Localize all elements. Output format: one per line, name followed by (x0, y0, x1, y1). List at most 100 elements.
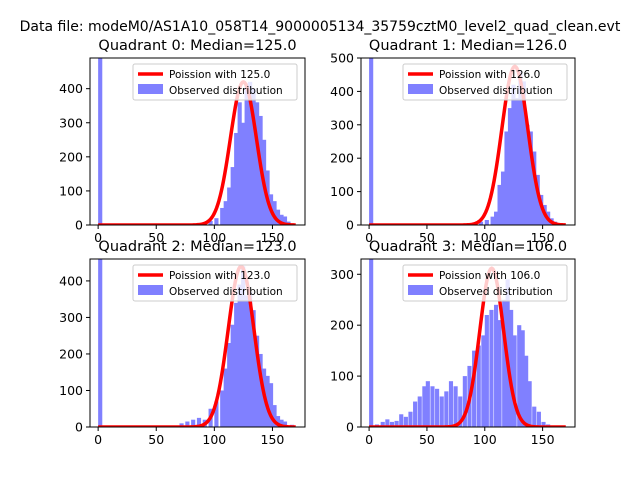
x-tick-label: 150 (531, 230, 555, 245)
histogram-bar (230, 324, 235, 427)
histogram-bar (489, 309, 494, 427)
figure-suptitle: Data file: modeM0/AS1A10_058T14_90000051… (20, 19, 621, 35)
histogram-bar (514, 98, 519, 225)
histogram-bar (403, 416, 408, 427)
histogram-bar (417, 396, 422, 427)
histogram-bar (220, 390, 225, 427)
quadrant-0-panel: 0 50 100 150 0 100 200 300 400 Quadrant 0: Median… (59, 38, 306, 245)
histogram-bar (422, 386, 427, 427)
legend-hist-swatch (138, 285, 163, 295)
legend-box (132, 264, 298, 302)
histogram-bar (524, 355, 529, 427)
x-tick-label: 50 (148, 432, 164, 447)
histogram-bar (223, 368, 228, 427)
histogram-bar (500, 171, 506, 225)
legend-hist-label: Observed distribution (169, 85, 283, 97)
y-tick-label: 400 (59, 273, 83, 288)
x-tick-label: 50 (419, 432, 435, 447)
histogram-bar (380, 421, 385, 427)
histogram-bar (497, 320, 502, 427)
histogram-bar (369, 58, 374, 225)
quadrant-3-axes-frame (360, 258, 576, 428)
histogram-bar (255, 102, 260, 225)
x-tick-label: 0 (365, 432, 373, 447)
x-tick-label: 150 (261, 230, 285, 245)
histogram-bar (237, 102, 242, 225)
histogram-bar (458, 396, 463, 427)
legend-poisson-label: Poission with 106.0 (439, 270, 540, 282)
histogram-bar (525, 124, 530, 225)
histogram-bar (512, 335, 517, 427)
y-tick-label: 400 (59, 81, 83, 96)
legend-poisson-label: Poission with 123.0 (169, 270, 270, 282)
histogram-bar (494, 304, 499, 427)
histogram-bar (279, 214, 284, 225)
histogram-bar (507, 108, 513, 225)
quadrant-1-panel: 0 50 100 150 0 100 200 300 400 500 Quadrant 1: Med… (330, 38, 576, 245)
histogram-bar (541, 421, 546, 427)
quadrant-3-title: Quadrant 3: Median=106.0 (369, 239, 567, 255)
histogram-bar (444, 391, 449, 427)
histogram-bar (439, 396, 444, 427)
legend-hist-label: Observed distribution (439, 286, 553, 298)
quadrant-1-axes-frame (360, 57, 576, 226)
histogram-bar (527, 381, 532, 427)
histogram-bar (497, 184, 502, 225)
histogram-bar (223, 201, 228, 225)
histogram-bar (244, 83, 249, 225)
y-tick-label: 300 (330, 117, 354, 132)
quadrant-3-legend: Poission with 106.0 Observed distribution (402, 264, 568, 302)
histogram-bar (214, 218, 219, 225)
x-tick-label: 0 (365, 230, 373, 245)
histogram-bar (248, 291, 253, 427)
histogram-bar (279, 419, 284, 427)
y-tick-label: 200 (59, 149, 83, 164)
histogram-bar (251, 88, 256, 225)
legend-box (132, 63, 298, 101)
y-tick-label: 400 (330, 84, 354, 99)
histogram-bar (532, 151, 537, 225)
histogram-bar (509, 309, 514, 427)
legend-hist-swatch (408, 285, 433, 295)
histogram-bar (227, 187, 232, 225)
y-tick-label: 500 (330, 51, 354, 66)
quadrant-2-title: Quadrant 2: Median=123.0 (98, 239, 296, 255)
histogram-bar (255, 335, 260, 427)
legend-poisson-label: Poission with 125.0 (169, 69, 270, 81)
histogram-bar (472, 350, 477, 427)
histogram-bar (448, 381, 454, 427)
histogram-bar (494, 211, 499, 225)
quadrant-2-axes-frame (89, 258, 306, 428)
histogram-bar (179, 423, 184, 427)
y-tick-label: 0 (75, 218, 83, 233)
quadrant-0-title: Quadrant 0: Median=125.0 (98, 38, 296, 54)
histogram-bar (478, 221, 484, 225)
histogram-bar (520, 330, 525, 427)
histogram-bar (282, 216, 288, 225)
x-tick-label: 50 (419, 230, 435, 245)
histogram-bar (517, 325, 522, 427)
histogram-bar (528, 131, 533, 225)
y-tick-label: 0 (346, 218, 354, 233)
histogram-bar (389, 421, 395, 427)
histogram-bar (476, 345, 481, 427)
histogram-bar (98, 259, 103, 427)
legend-hist-label: Observed distribution (169, 286, 283, 298)
y-tick-label: 0 (346, 420, 354, 435)
histogram-bar (502, 299, 507, 427)
histogram-bar (185, 421, 190, 427)
x-tick-label: 0 (94, 230, 102, 245)
quadrant-3-panel: 0 50 100 150 0 100 200 300 Quadrant 3: Median=10… (330, 239, 576, 447)
quadrant-2-legend: Poission with 123.0 Observed distribution (132, 264, 298, 302)
histogram-bar (511, 84, 516, 225)
histogram-bar (234, 132, 239, 225)
y-tick-label: 300 (59, 310, 83, 325)
histogram-bar (518, 71, 523, 225)
histogram-bar (220, 207, 225, 225)
histogram-bar (504, 131, 509, 225)
x-tick-label: 150 (531, 432, 555, 447)
histogram-bar (251, 310, 256, 427)
histogram-bar (275, 209, 281, 225)
legend-poisson-label: Poission with 126.0 (439, 69, 540, 81)
